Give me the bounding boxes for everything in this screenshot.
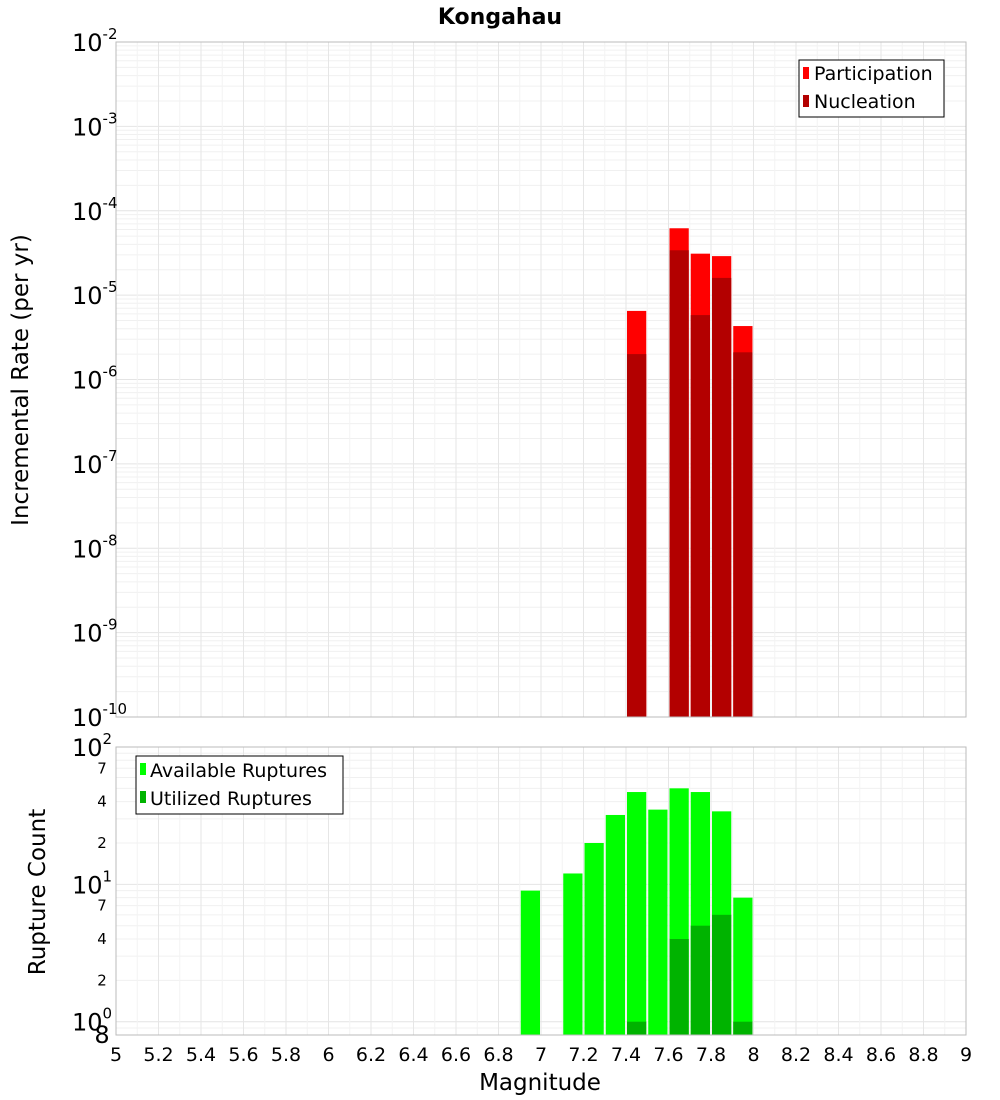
bottom-y-tick-label: 7 [97, 897, 107, 915]
x-tick-label: 5.6 [228, 1044, 258, 1066]
bottom-bar-available-ruptures [627, 792, 647, 1035]
top-y-tick-label: 10-10 [72, 700, 127, 732]
x-tick-label: 8 [747, 1044, 759, 1066]
top-bar-nucleation [690, 315, 710, 717]
bottom-bar-utilized-ruptures [690, 925, 710, 1035]
bottom-y-tick-label: 4 [97, 793, 107, 811]
legend-swatch-utilized [140, 791, 146, 803]
bottom-bar-utilized-ruptures [627, 1021, 647, 1035]
legend-swatch-nucleation [803, 95, 809, 107]
top-bar-nucleation [627, 354, 647, 717]
top-y-axis-label: Incremental Rate (per yr) [8, 234, 34, 526]
x-tick-label: 7.4 [611, 1044, 641, 1066]
chart-title: Kongahau [438, 5, 562, 30]
top-bar-nucleation [712, 277, 732, 717]
bottom-bar-available-ruptures [733, 897, 753, 1035]
bottom-y-tick-label: 100 [72, 1005, 112, 1037]
top-y-tick-label: 10-6 [72, 363, 118, 395]
legend-label-participation: Participation [814, 63, 933, 85]
bottom-y-tick-label: 2 [97, 834, 107, 852]
bottom-bar-available-ruptures [648, 809, 668, 1035]
bottom-bar-available-ruptures [584, 843, 604, 1035]
bottom-y-tick-label: 2 [97, 971, 107, 989]
top-y-tick-label: 10-3 [72, 109, 118, 141]
legend-swatch-available [140, 763, 146, 775]
top-bars [627, 228, 753, 717]
x-tick-label: 6.2 [356, 1044, 386, 1066]
x-tick-label: 5.2 [143, 1044, 173, 1066]
bottom-bar-utilized-ruptures [733, 1021, 753, 1035]
bottom-y-tick-label: 7 [97, 759, 107, 777]
x-tick-label: 7.6 [653, 1044, 683, 1066]
top-y-tick-label: 10-4 [72, 194, 118, 226]
bottom-y-tick-label: 8 [94, 1021, 109, 1049]
bottom-bars [520, 788, 753, 1035]
x-tick-label: 8.4 [823, 1044, 853, 1066]
top-y-tick-label: 10-8 [72, 531, 118, 563]
bottom-bar-available-ruptures [520, 890, 540, 1035]
top-y-tick-label: 10-9 [72, 616, 118, 648]
bottom-y-tick-label: 101 [72, 867, 112, 899]
x-tick-label: 8.6 [866, 1044, 896, 1066]
bottom-bar-utilized-ruptures [712, 914, 732, 1035]
legend-label-utilized: Utilized Ruptures [150, 788, 312, 810]
top-y-tick-label: 10-5 [72, 278, 118, 310]
legend-label-available: Available Ruptures [150, 760, 327, 782]
legend-swatch-participation [803, 67, 809, 79]
x-tick-label: 8.2 [781, 1044, 811, 1066]
bottom-legend-box [135, 755, 344, 815]
legend-label-nucleation: Nucleation [814, 91, 916, 113]
top-y-ticks: 10-10 10-9 10-8 10-7 10-6 10-5 10-4 10-3 10-2 [72, 25, 127, 732]
x-tick-label: 6.6 [441, 1044, 471, 1066]
top-legend: Participation Nucleation [798, 59, 945, 118]
x-tick-label: 9 [960, 1044, 972, 1066]
bottom-y-tick-label: 4 [97, 930, 107, 948]
top-plot-border [115, 41, 967, 718]
bottom-y-tick-label: 102 [72, 730, 112, 762]
top-bar-nucleation [733, 352, 753, 717]
x-tick-label: 7.2 [568, 1044, 598, 1066]
bottom-y-axis-label: Rupture Count [25, 809, 51, 975]
x-tick-label: 6.4 [398, 1044, 428, 1066]
x-ticks: 5 5.2 5.4 5.6 5.8 6 6.2 6.4 6.6 6.8 7 7.2 7.4 7.6 7.8 8… [110, 1044, 972, 1066]
bottom-plot-border [115, 746, 967, 1036]
x-tick-label: 5.8 [271, 1044, 301, 1066]
x-tick-label: 7.8 [696, 1044, 726, 1066]
bottom-bar-utilized-ruptures [669, 939, 689, 1035]
top-y-tick-label: 10-7 [72, 447, 118, 479]
top-plot-panel: 10-10 10-9 10-8 10-7 10-6 10-5 10-4 10-3 10-2 In… [8, 25, 967, 732]
x-axis-label: Magnitude [479, 1070, 601, 1096]
top-bar-nucleation [669, 250, 689, 717]
bottom-bar-available-ruptures [605, 814, 625, 1035]
top-legend-box [798, 59, 945, 118]
x-tick-label: 5 [110, 1044, 122, 1066]
x-tick-label: 7 [535, 1044, 547, 1066]
top-y-tick-label: 10-2 [72, 25, 118, 57]
x-tick-label: 5.4 [186, 1044, 216, 1066]
bottom-legend: Available Ruptures Utilized Ruptures [135, 755, 344, 815]
top-grid [115, 42, 967, 717]
x-tick-label: 6 [322, 1044, 334, 1066]
bottom-bar-available-ruptures [563, 873, 583, 1035]
x-tick-label: 6.8 [483, 1044, 513, 1066]
x-tick-label: 8.8 [908, 1044, 938, 1066]
